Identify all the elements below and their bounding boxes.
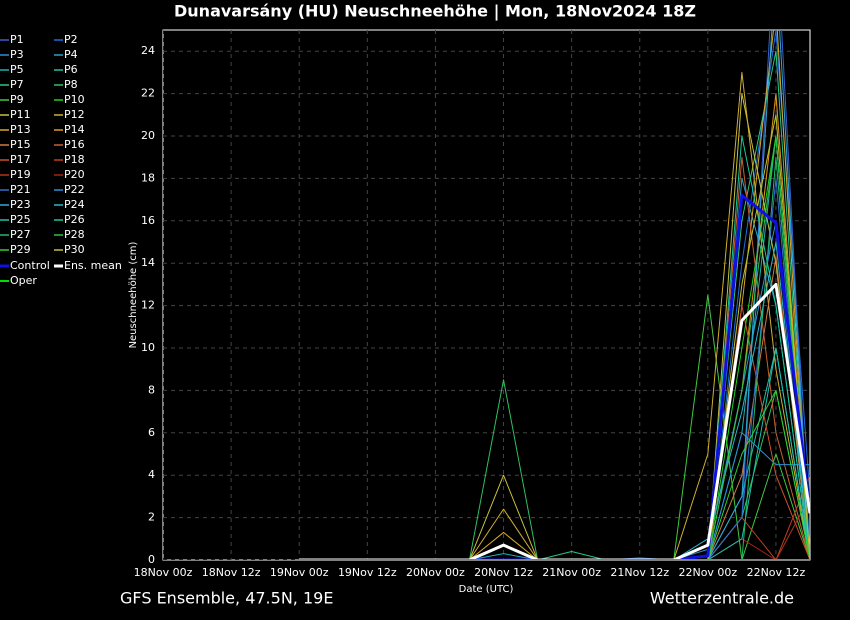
footer-source: GFS Ensemble, 47.5N, 19E: [120, 589, 333, 608]
series-line: [299, 347, 810, 560]
series-line: [299, 256, 810, 560]
y-tick-label: 14: [141, 256, 155, 269]
y-axis-label: Neuschneehöhe (cm): [128, 241, 139, 348]
y-tick-label: 0: [148, 553, 155, 566]
legend-label: P26: [64, 213, 85, 226]
y-tick-label: 6: [148, 426, 155, 439]
x-tick-label: 19Nov 00z: [270, 566, 329, 579]
y-tick-label: 2: [148, 511, 155, 524]
legend-label: P13: [10, 123, 31, 136]
legend-label: P18: [64, 153, 85, 166]
y-tick-label: 20: [141, 129, 155, 142]
y-tick-label: 10: [141, 341, 155, 354]
series-line: [299, 432, 810, 560]
y-tick-label: 24: [141, 44, 155, 57]
legend-label: P15: [10, 138, 31, 151]
legend-label: P12: [64, 108, 85, 121]
y-tick-label: 22: [141, 87, 155, 100]
series-line: [299, 114, 810, 560]
legend-label: P29: [10, 243, 31, 256]
legend-label: P17: [10, 153, 31, 166]
series-line: [299, 177, 810, 560]
legend-label: P7: [10, 78, 24, 91]
series-line: [299, 282, 810, 560]
x-tick-label: 18Nov 00z: [134, 566, 193, 579]
y-tick-label: 18: [141, 171, 155, 184]
series-line: [299, 93, 810, 560]
legend-label: P28: [64, 228, 85, 241]
legend-label: P25: [10, 213, 31, 226]
x-axis-label: Date (UTC): [459, 584, 514, 595]
legend-label: P9: [10, 93, 24, 106]
footer-site: Wetterzentrale.de: [650, 589, 794, 608]
x-tick-label: 18Nov 12z: [202, 566, 261, 579]
legend-label: P16: [64, 138, 85, 151]
legend-label: P10: [64, 93, 85, 106]
y-tick-label: 8: [148, 383, 155, 396]
legend-label: P14: [64, 123, 85, 136]
x-tick-label: 22Nov 00z: [678, 566, 737, 579]
series-line: [299, 193, 810, 560]
legend-label: P2: [64, 33, 78, 46]
legend-label: P5: [10, 63, 24, 76]
legend-label: P30: [64, 243, 85, 256]
legend-label: P21: [10, 183, 31, 196]
series-line: [299, 220, 810, 560]
x-tick-label: 19Nov 12z: [338, 566, 397, 579]
y-tick-label: 4: [148, 468, 155, 481]
series-line: [299, 30, 810, 560]
y-tick-label: 16: [141, 214, 155, 227]
legend-label: P22: [64, 183, 85, 196]
legend-label: P8: [64, 78, 78, 91]
legend-label: P19: [10, 168, 31, 181]
legend-label: Oper: [10, 274, 37, 287]
x-tick-label: 21Nov 12z: [610, 566, 669, 579]
plot-lines: [163, 30, 810, 560]
legend-label: P20: [64, 168, 85, 181]
legend-label: P4: [64, 48, 78, 61]
x-tick-label: 21Nov 00z: [542, 566, 601, 579]
legend-label: P3: [10, 48, 24, 61]
legend-label: P11: [10, 108, 31, 121]
legend-label: P27: [10, 228, 31, 241]
legend-label: P23: [10, 198, 31, 211]
series-line: [299, 135, 810, 560]
series-line: [299, 71, 810, 560]
legend-label: P1: [10, 33, 24, 46]
legend-label: Control: [10, 259, 50, 272]
x-tick-label: 20Nov 12z: [474, 566, 533, 579]
series-line: [299, 30, 810, 560]
legend-label: P24: [64, 198, 85, 211]
x-tick-label: 22Nov 12z: [747, 566, 806, 579]
plot-area: [162, 29, 811, 561]
series-line: [299, 135, 810, 560]
series-line: [299, 135, 810, 560]
chart-title: Dunavarsány (HU) Neuschneehöhe | Mon, 18…: [174, 2, 696, 22]
y-tick-label: 12: [141, 299, 155, 312]
series-line: [299, 389, 810, 560]
series-line: [299, 156, 810, 560]
x-tick-label: 20Nov 00z: [406, 566, 465, 579]
legend-label: P6: [64, 63, 78, 76]
legend-label: Ens. mean: [64, 259, 122, 272]
